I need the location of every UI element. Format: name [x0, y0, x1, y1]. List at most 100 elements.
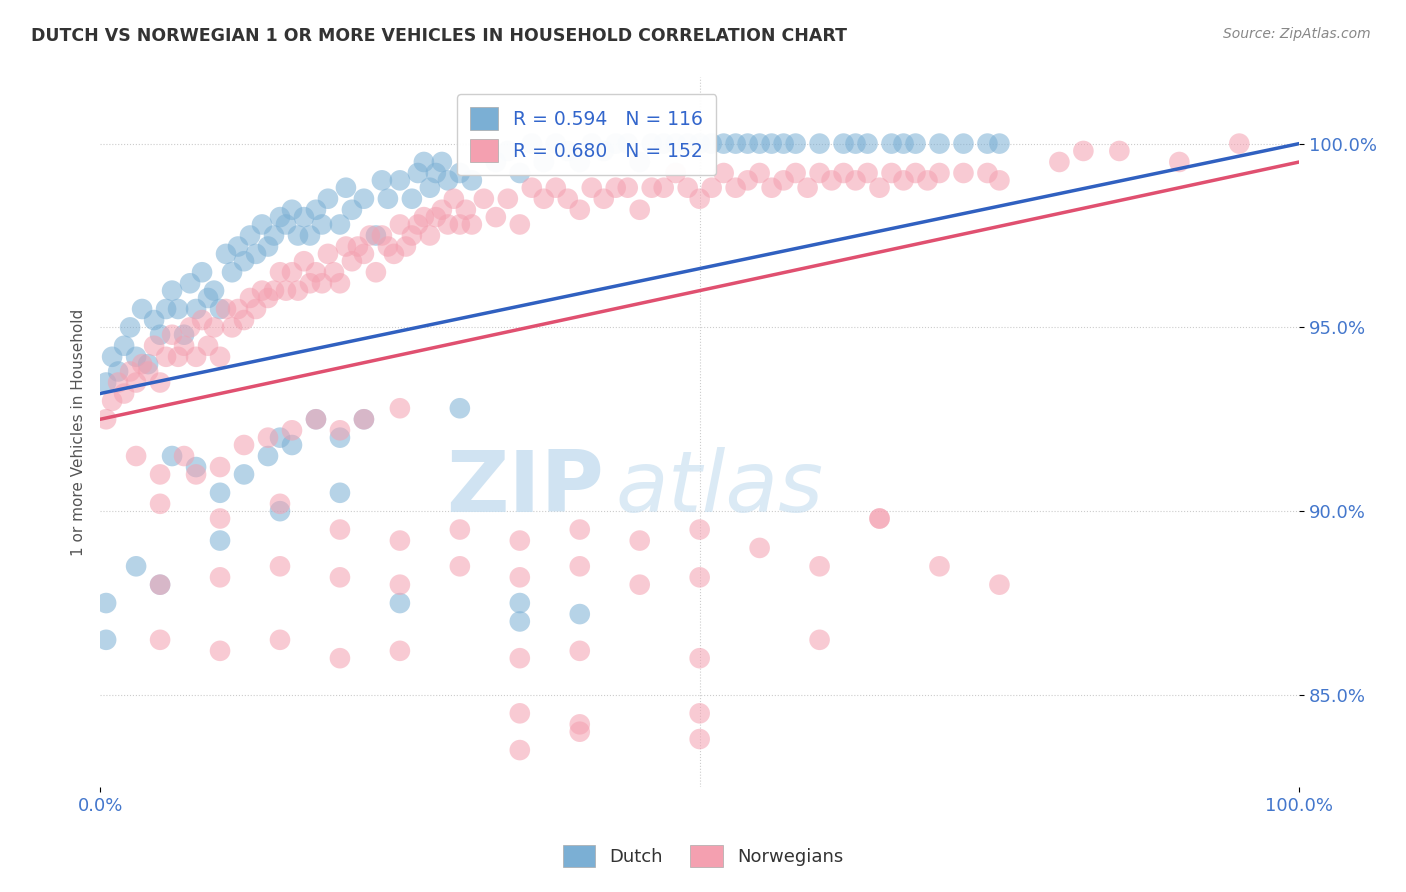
Point	[371, 173, 394, 187]
Point	[305, 265, 328, 279]
Point	[952, 136, 974, 151]
Point	[928, 166, 950, 180]
Point	[136, 357, 159, 371]
Point	[509, 218, 531, 232]
Text: DUTCH VS NORWEGIAN 1 OR MORE VEHICLES IN HOUSEHOLD CORRELATION CHART: DUTCH VS NORWEGIAN 1 OR MORE VEHICLES IN…	[31, 27, 846, 45]
Point	[149, 632, 172, 647]
Point	[202, 284, 225, 298]
Point	[581, 136, 603, 151]
Point	[509, 651, 531, 665]
Point	[616, 136, 638, 151]
Point	[371, 228, 394, 243]
Point	[184, 350, 207, 364]
Point	[700, 180, 723, 194]
Point	[179, 320, 201, 334]
Point	[101, 393, 124, 408]
Point	[208, 570, 231, 584]
Point	[785, 166, 807, 180]
Point	[329, 218, 352, 232]
Point	[568, 724, 591, 739]
Point	[568, 523, 591, 537]
Point	[160, 449, 183, 463]
Point	[406, 218, 429, 232]
Point	[353, 247, 375, 261]
Point	[676, 136, 699, 151]
Point	[425, 210, 447, 224]
Point	[737, 173, 759, 187]
Point	[281, 438, 304, 452]
Point	[796, 180, 818, 194]
Point	[377, 239, 399, 253]
Point	[191, 313, 214, 327]
Point	[406, 166, 429, 180]
Point	[449, 401, 471, 416]
Point	[761, 180, 783, 194]
Point	[388, 644, 411, 658]
Point	[257, 239, 280, 253]
Point	[893, 173, 915, 187]
Point	[184, 460, 207, 475]
Point	[988, 577, 1011, 591]
Point	[461, 173, 484, 187]
Point	[449, 218, 471, 232]
Point	[689, 732, 711, 747]
Point	[112, 386, 135, 401]
Point	[581, 180, 603, 194]
Point	[976, 166, 998, 180]
Point	[430, 202, 453, 217]
Point	[388, 577, 411, 591]
Point	[845, 173, 868, 187]
Point	[880, 166, 903, 180]
Point	[605, 136, 627, 151]
Point	[287, 228, 309, 243]
Point	[173, 339, 195, 353]
Point	[120, 320, 142, 334]
Point	[401, 192, 423, 206]
Point	[652, 136, 675, 151]
Point	[449, 523, 471, 537]
Point	[388, 533, 411, 548]
Point	[167, 301, 190, 316]
Point	[449, 166, 471, 180]
Point	[832, 136, 855, 151]
Point	[107, 364, 129, 378]
Point	[245, 247, 267, 261]
Point	[173, 327, 195, 342]
Point	[94, 596, 117, 610]
Point	[335, 180, 357, 194]
Point	[401, 228, 423, 243]
Point	[856, 166, 879, 180]
Point	[208, 350, 231, 364]
Point	[353, 412, 375, 426]
Point	[808, 632, 831, 647]
Y-axis label: 1 or more Vehicles in Household: 1 or more Vehicles in Household	[72, 309, 86, 556]
Point	[197, 291, 219, 305]
Point	[748, 166, 770, 180]
Point	[226, 239, 249, 253]
Point	[533, 155, 555, 169]
Point	[215, 247, 238, 261]
Point	[1073, 144, 1095, 158]
Point	[269, 497, 291, 511]
Point	[976, 136, 998, 151]
Point	[509, 166, 531, 180]
Point	[472, 192, 495, 206]
Point	[208, 485, 231, 500]
Point	[274, 218, 297, 232]
Point	[557, 192, 579, 206]
Point	[748, 541, 770, 555]
Point	[208, 301, 231, 316]
Point	[245, 301, 267, 316]
Point	[628, 533, 651, 548]
Point	[917, 173, 939, 187]
Point	[509, 533, 531, 548]
Point	[785, 136, 807, 151]
Point	[292, 254, 315, 268]
Point	[689, 523, 711, 537]
Point	[1227, 136, 1250, 151]
Point	[748, 136, 770, 151]
Point	[149, 327, 172, 342]
Point	[233, 254, 256, 268]
Point	[449, 559, 471, 574]
Point	[184, 301, 207, 316]
